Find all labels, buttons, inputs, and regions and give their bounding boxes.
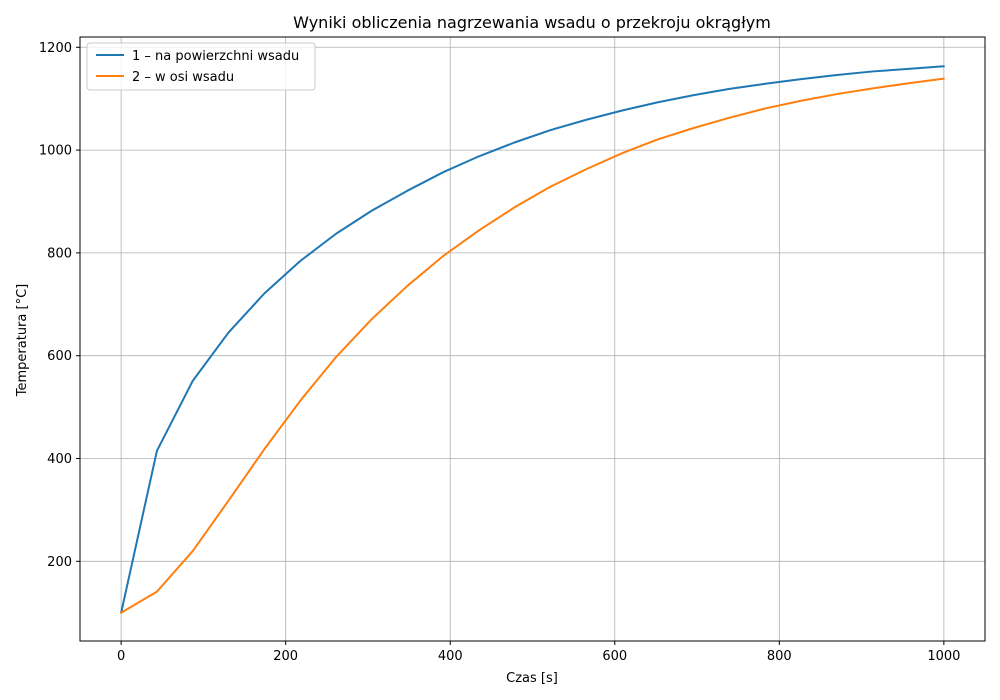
legend-label-surface: 1 – na powierzchni wsadu [132, 49, 299, 64]
legend-label-axis: 2 – w osi wsadu [132, 70, 234, 85]
y-axis-label: Temperatura [°C] [15, 284, 30, 397]
series-line-axis [120, 77, 945, 614]
x-tick-label: 0 [117, 649, 125, 664]
y-tick-label: 400 [47, 452, 72, 467]
legend: 1 – na powierzchni wsadu 2 – w osi wsadu [86, 42, 316, 91]
x-tick-label: 800 [767, 649, 792, 664]
legend-box [86, 42, 316, 91]
y-tick-label: 200 [47, 555, 72, 570]
y-tick-label: 600 [47, 349, 72, 364]
y-tick-label: 1200 [39, 41, 72, 56]
y-tick-label: 800 [47, 246, 72, 261]
axis-ticks: 0 200 400 600 800 1000 200 400 600 800 1000 1200 [39, 41, 961, 664]
y-tick-label: 1000 [39, 144, 72, 159]
chart-title: Wyniki obliczenia nagrzewania wsadu o pr… [293, 13, 771, 32]
series-line-surface [120, 65, 945, 614]
x-tick-label: 1000 [927, 649, 960, 664]
grid-lines [80, 37, 985, 641]
series-lines [120, 65, 945, 614]
x-axis-label: Czas [s] [506, 671, 558, 686]
x-tick-label: 200 [273, 649, 298, 664]
x-tick-label: 600 [602, 649, 627, 664]
plot-frame [79, 36, 986, 642]
x-tick-label: 400 [438, 649, 463, 664]
